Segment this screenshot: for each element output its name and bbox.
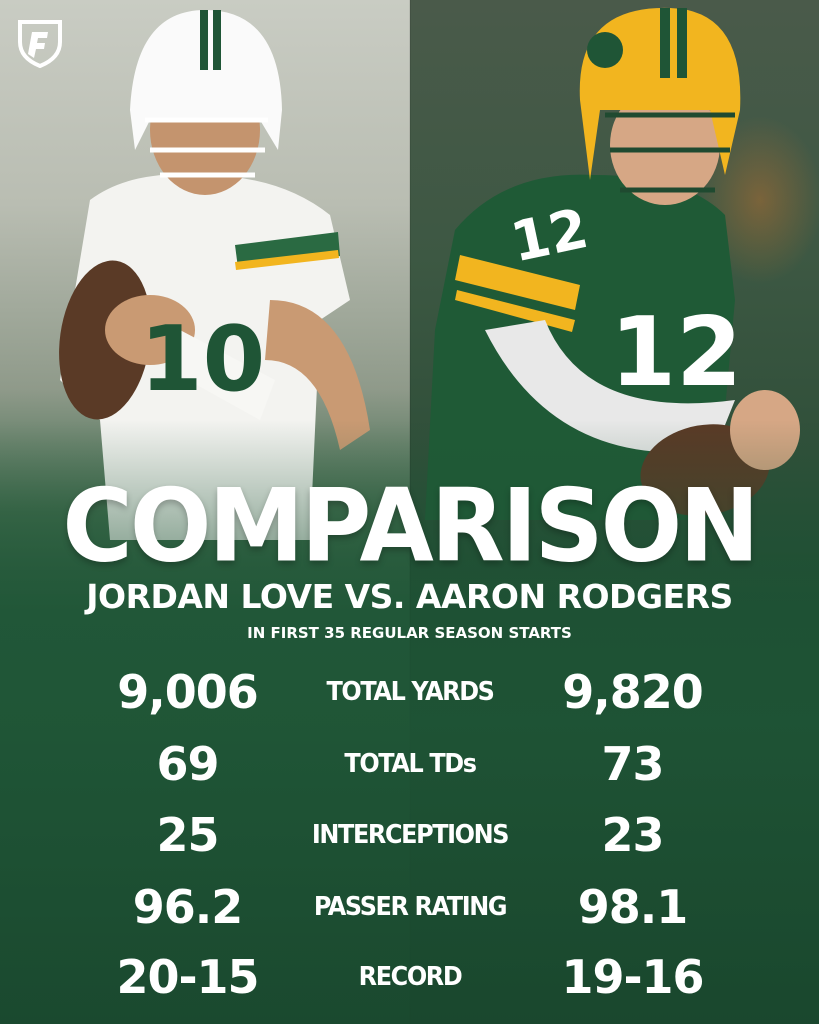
stat-left-value: 9,006 — [117, 665, 259, 719]
stat-right-value: 19-16 — [561, 950, 704, 1004]
stat-left-value: 25 — [156, 808, 219, 862]
stat-label: TOTAL TDs — [344, 749, 477, 779]
stats-caption: IN FIRST 35 REGULAR SEASON STARTS — [247, 624, 572, 642]
right-jersey-number-top: 12 — [505, 196, 593, 275]
stat-right-value: 98.1 — [577, 880, 689, 934]
stat-label: PASSER RATING — [313, 892, 508, 922]
player-jordan-love-image: 10 — [59, 10, 370, 540]
page-subtitle: JORDAN LOVE VS. AARON RODGERS — [86, 577, 733, 616]
stat-left-value: 96.2 — [132, 880, 244, 934]
stat-row-total-tds: 69 TOTAL TDs 73 — [80, 732, 740, 796]
page-title: COMPARISON — [62, 467, 759, 585]
fanduel-shield-icon — [18, 20, 62, 68]
stat-right-value: 23 — [601, 808, 664, 862]
stat-left-value: 20-15 — [116, 950, 259, 1004]
stat-right-value: 73 — [601, 737, 664, 791]
right-jersey-number: 12 — [610, 298, 742, 408]
stat-label: TOTAL YARDS — [326, 677, 494, 707]
bottom-gradient-overlay — [0, 420, 819, 1024]
stat-label: RECORD — [358, 962, 463, 992]
stat-label: INTERCEPTIONS — [311, 820, 510, 850]
stat-row-record: 20-15 RECORD 19-16 — [80, 945, 740, 1009]
left-jersey-number: 10 — [140, 307, 265, 412]
stat-row-passer-rating: 96.2 PASSER RATING 98.1 — [80, 875, 740, 939]
stat-right-value: 9,820 — [562, 665, 704, 719]
stat-left-value: 69 — [156, 737, 219, 791]
stat-row-interceptions: 25 INTERCEPTIONS 23 — [80, 803, 740, 867]
stats-table: 9,006 TOTAL YARDS 9,820 69 TOTAL TDs 73 … — [80, 656, 740, 1016]
stat-row-total-yards: 9,006 TOTAL YARDS 9,820 — [80, 660, 740, 724]
